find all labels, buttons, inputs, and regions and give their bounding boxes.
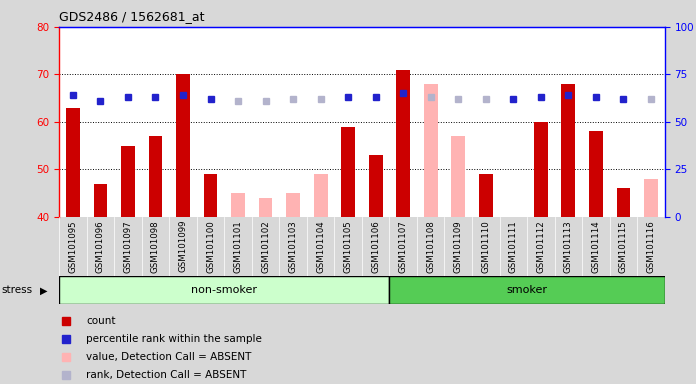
Bar [534, 122, 548, 217]
Bar [93, 184, 107, 217]
Text: GSM101106: GSM101106 [371, 220, 380, 273]
Bar [644, 179, 658, 217]
Bar [341, 127, 355, 217]
Text: GSM101102: GSM101102 [261, 220, 270, 273]
Text: GSM101113: GSM101113 [564, 220, 573, 273]
Text: GSM101101: GSM101101 [234, 220, 243, 273]
Bar [369, 155, 383, 217]
Text: stress: stress [1, 285, 33, 295]
Text: rank, Detection Call = ABSENT: rank, Detection Call = ABSENT [86, 370, 247, 380]
Text: GSM101116: GSM101116 [647, 220, 656, 273]
Text: GSM101109: GSM101109 [454, 220, 463, 273]
Text: non-smoker: non-smoker [191, 285, 258, 295]
Bar [66, 108, 80, 217]
Text: GSM101099: GSM101099 [178, 220, 187, 272]
Text: GSM101114: GSM101114 [592, 220, 601, 273]
Text: GSM101110: GSM101110 [481, 220, 490, 273]
Text: percentile rank within the sample: percentile rank within the sample [86, 334, 262, 344]
Bar [396, 70, 410, 217]
Text: GDS2486 / 1562681_at: GDS2486 / 1562681_at [59, 10, 205, 23]
Bar [562, 84, 575, 217]
Bar [286, 193, 300, 217]
Bar [589, 131, 603, 217]
Text: GSM101105: GSM101105 [344, 220, 353, 273]
Bar [121, 146, 135, 217]
Text: smoker: smoker [507, 285, 548, 295]
Text: GSM101098: GSM101098 [151, 220, 160, 273]
Text: GSM101108: GSM101108 [426, 220, 435, 273]
Bar [479, 174, 493, 217]
Text: GSM101115: GSM101115 [619, 220, 628, 273]
Bar [231, 193, 245, 217]
Text: GSM101095: GSM101095 [68, 220, 77, 273]
Bar [617, 189, 631, 217]
Text: count: count [86, 316, 116, 326]
Text: value, Detection Call = ABSENT: value, Detection Call = ABSENT [86, 352, 252, 362]
Bar [149, 136, 162, 217]
Bar [59, 276, 390, 304]
Text: GSM101104: GSM101104 [316, 220, 325, 273]
Bar [259, 198, 272, 217]
Text: GSM101107: GSM101107 [399, 220, 408, 273]
Text: GSM101097: GSM101097 [123, 220, 132, 273]
Text: GSM101112: GSM101112 [537, 220, 546, 273]
Bar [176, 74, 190, 217]
Text: GSM101111: GSM101111 [509, 220, 518, 273]
Bar [390, 276, 665, 304]
Bar [424, 84, 438, 217]
Bar [314, 174, 328, 217]
Text: GSM101100: GSM101100 [206, 220, 215, 273]
Bar [204, 174, 217, 217]
Text: GSM101096: GSM101096 [96, 220, 105, 273]
Text: ▶: ▶ [40, 285, 48, 295]
Text: GSM101103: GSM101103 [289, 220, 298, 273]
Bar [452, 136, 465, 217]
